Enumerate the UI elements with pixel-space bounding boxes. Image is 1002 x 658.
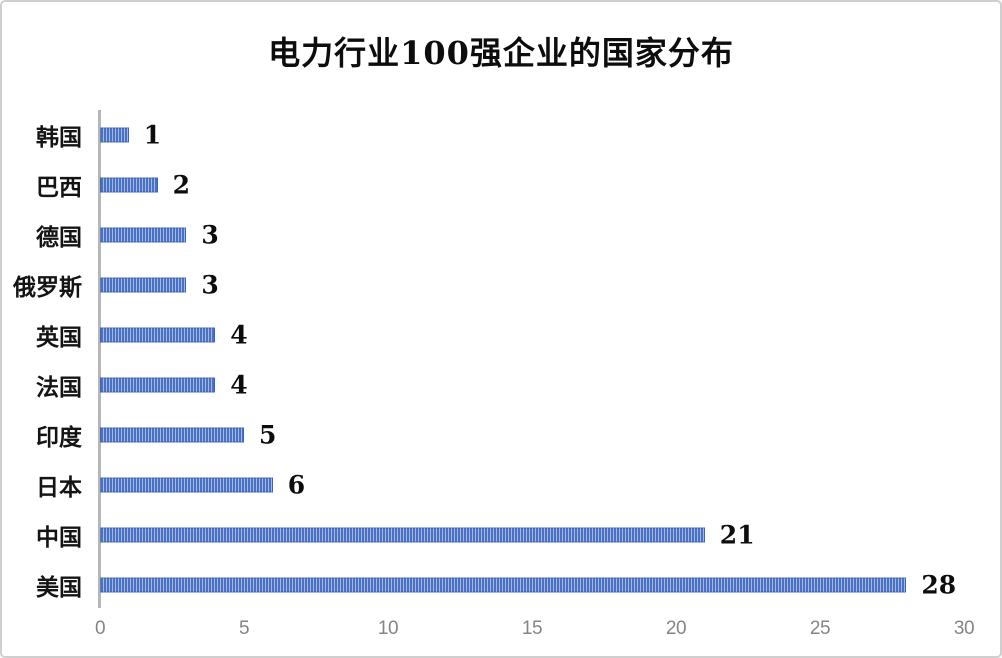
bar-value-label: 21 — [719, 520, 755, 550]
bar — [100, 177, 158, 193]
bar-value-label: 3 — [201, 270, 219, 300]
x-axis-tick-label: 0 — [94, 618, 106, 639]
x-axis-tick-label: 30 — [953, 618, 975, 639]
category-label: 中国 — [36, 524, 82, 551]
category-label: 巴西 — [36, 174, 82, 201]
category-label: 俄罗斯 — [13, 274, 82, 301]
x-axis-tick-label: 20 — [665, 618, 687, 639]
bar-row-china: 中国 21 — [2, 510, 1000, 560]
bar-value-label: 2 — [172, 170, 190, 200]
bar-value-label: 5 — [259, 420, 277, 450]
x-axis-tick-label: 5 — [238, 618, 250, 639]
category-label: 印度 — [36, 424, 82, 451]
category-label: 德国 — [36, 224, 82, 251]
bar — [100, 277, 187, 293]
category-label: 韩国 — [36, 124, 82, 151]
category-label: 英国 — [36, 324, 82, 351]
bar-row-india: 印度 5 — [2, 410, 1000, 460]
bar-value-label: 1 — [143, 120, 162, 150]
bar — [100, 227, 187, 243]
bar-value-label: 3 — [201, 220, 219, 250]
category-label: 法国 — [36, 374, 82, 401]
chart-title: 电力行业100强企业的国家分布 — [268, 34, 734, 72]
bar-value-label: 28 — [921, 570, 957, 600]
bar — [100, 427, 244, 443]
bar-row-germany: 德国 3 — [2, 210, 1000, 260]
bar — [100, 127, 129, 143]
y-axis-line — [98, 110, 101, 608]
bar — [100, 527, 705, 543]
category-label: 美国 — [36, 574, 82, 601]
bar — [100, 477, 273, 493]
bar — [100, 577, 907, 593]
bar-row-japan: 日本 6 — [2, 460, 1000, 510]
bar-row-usa: 美国 28 — [2, 560, 1000, 610]
x-axis-tick-label: 15 — [521, 618, 543, 639]
plot-area: 韩国 1 巴西 2 德国 3 俄罗斯 3 英国 4 法国 4 — [2, 110, 1000, 610]
category-label: 日本 — [36, 474, 82, 501]
bar — [100, 377, 216, 393]
bar-row-korea: 韩国 1 — [2, 110, 1000, 160]
bar-row-brazil: 巴西 2 — [2, 160, 1000, 210]
bar — [100, 327, 216, 343]
bar-row-uk: 英国 4 — [2, 310, 1000, 360]
bar-row-russia: 俄罗斯 3 — [2, 260, 1000, 310]
x-axis-tick-label: 25 — [809, 618, 831, 639]
bar-value-label: 4 — [230, 370, 248, 400]
bar-value-label: 6 — [287, 470, 306, 500]
bar-row-france: 法国 4 — [2, 360, 1000, 410]
bar-value-label: 4 — [230, 320, 248, 350]
x-axis-tick-label: 10 — [377, 618, 399, 639]
